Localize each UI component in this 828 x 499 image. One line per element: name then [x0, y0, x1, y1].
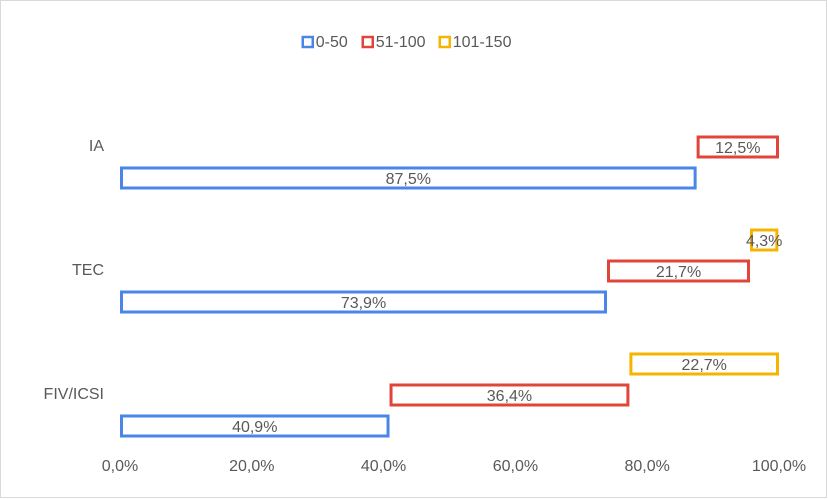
legend-label: 0-50: [316, 34, 348, 51]
data-label: 22,7%: [682, 357, 727, 374]
data-label: 73,9%: [341, 295, 386, 312]
bar: [120, 290, 608, 314]
legend-label: 51-100: [376, 34, 426, 51]
data-label: 4,3%: [746, 233, 782, 250]
x-tick-label: 60,0%: [493, 458, 538, 475]
data-label: 36,4%: [487, 388, 532, 405]
legend-label: 101-150: [453, 34, 512, 51]
bar: [120, 414, 390, 438]
legend-swatch: [438, 35, 451, 49]
x-tick-label: 80,0%: [625, 458, 670, 475]
legend-swatch: [361, 35, 374, 49]
bar: [750, 228, 779, 252]
bar: [696, 135, 779, 159]
data-label: 40,9%: [232, 419, 277, 436]
bar: [629, 352, 779, 376]
bar: [607, 259, 751, 283]
data-label: 12,5%: [715, 140, 760, 157]
x-tick-label: 100,0%: [752, 458, 806, 475]
y-tick-label: IA: [89, 138, 104, 155]
x-tick-label: 0,0%: [102, 458, 138, 475]
data-label: 21,7%: [656, 264, 701, 281]
bar: [389, 383, 630, 407]
x-tick-label: 40,0%: [361, 458, 406, 475]
legend-swatch: [301, 35, 314, 49]
y-tick-label: TEC: [72, 262, 104, 279]
y-tick-label: FIV/ICSI: [44, 386, 104, 403]
bar: [120, 166, 697, 190]
x-tick-label: 20,0%: [229, 458, 274, 475]
data-label: 87,5%: [386, 171, 431, 188]
